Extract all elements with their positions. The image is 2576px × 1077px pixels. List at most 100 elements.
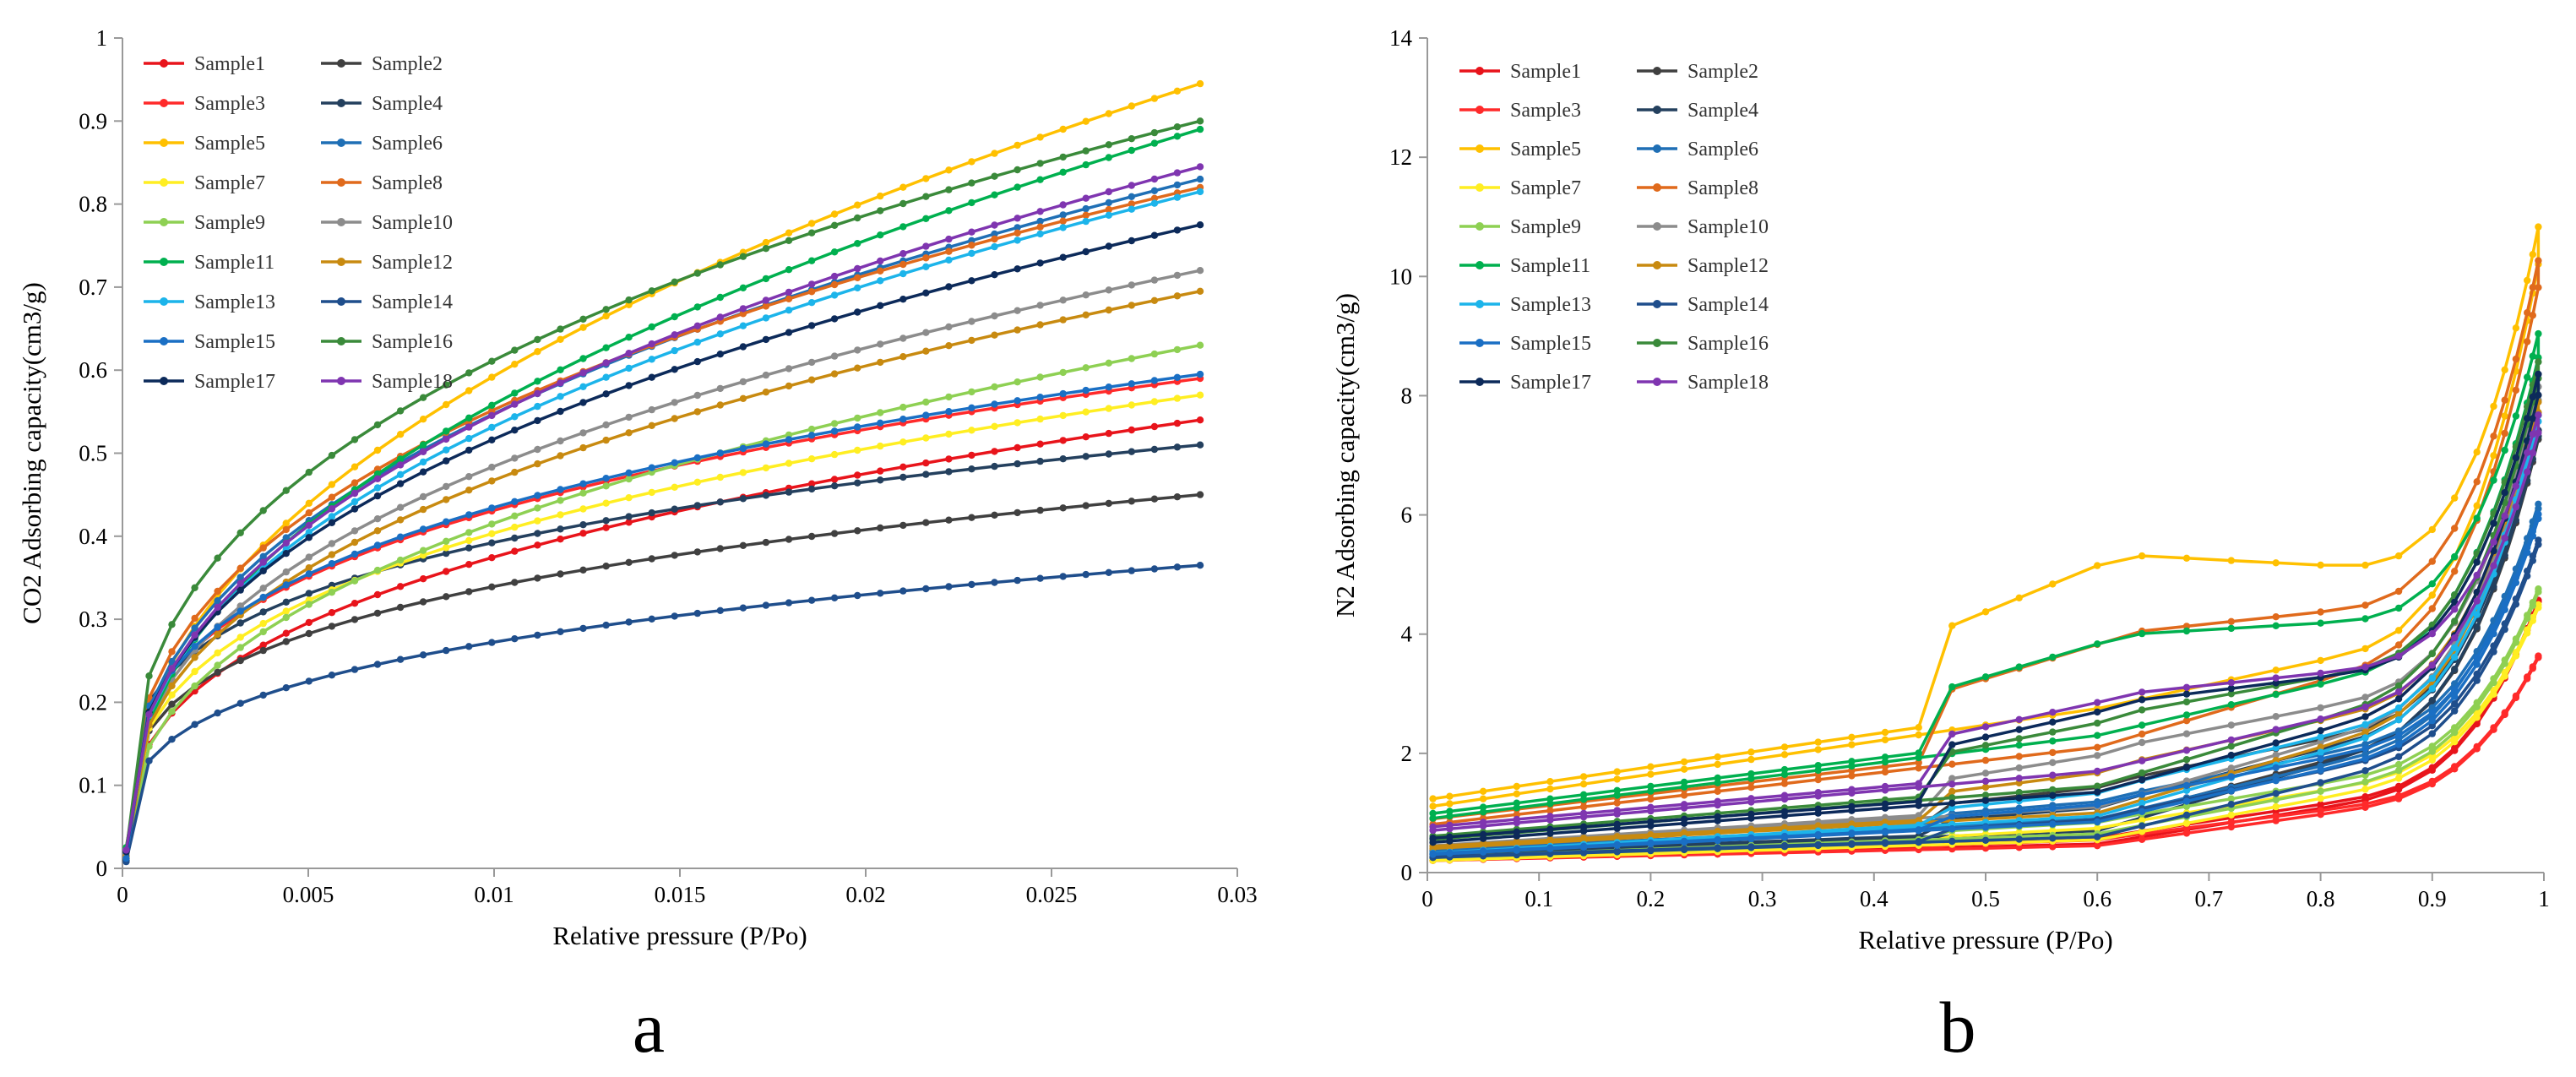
data-point xyxy=(2524,373,2531,381)
data-point xyxy=(991,422,998,430)
data-point xyxy=(282,607,290,615)
x-tick-label: 0.6 xyxy=(2083,886,2111,911)
data-point xyxy=(2394,682,2403,690)
data-point xyxy=(2451,606,2459,613)
data-point xyxy=(739,322,747,329)
data-point xyxy=(488,639,496,646)
x-tick-label: 0.03 xyxy=(1217,882,1257,907)
data-point xyxy=(739,253,747,260)
data-point xyxy=(991,448,998,455)
data-point xyxy=(1613,840,1621,848)
data-point xyxy=(1059,504,1067,512)
data-point xyxy=(2428,661,2436,669)
legend-entry: Sample6 xyxy=(321,133,443,155)
data-point xyxy=(396,407,405,415)
series-line-sample10 xyxy=(124,269,1201,857)
data-point xyxy=(2524,567,2531,575)
data-point xyxy=(968,514,976,521)
y-tick-label: 0.8 xyxy=(79,192,107,217)
data-point xyxy=(830,594,839,601)
data-point xyxy=(1196,416,1204,424)
data-point xyxy=(2428,685,2436,693)
data-point xyxy=(534,631,541,639)
data-point xyxy=(1082,433,1090,441)
data-point xyxy=(1981,673,1990,681)
data-point xyxy=(2182,747,2191,754)
data-point xyxy=(2094,767,2101,775)
data-point xyxy=(693,502,701,509)
data-point xyxy=(2227,736,2235,744)
data-point xyxy=(488,373,496,381)
data-point xyxy=(2473,670,2481,678)
data-point xyxy=(2512,574,2520,581)
data-point xyxy=(2138,835,2146,843)
data-point xyxy=(1059,411,1067,420)
data-point xyxy=(465,369,473,377)
data-point xyxy=(899,587,907,595)
series-line-sample2 xyxy=(124,492,1201,861)
data-point xyxy=(351,498,359,506)
data-point xyxy=(2490,583,2497,590)
data-point xyxy=(2182,764,2191,771)
data-point xyxy=(739,284,747,291)
data-point xyxy=(2182,683,2191,691)
data-point xyxy=(2451,744,2459,752)
data-point xyxy=(1196,491,1204,498)
data-point xyxy=(259,619,267,628)
data-point xyxy=(328,551,336,558)
data-point xyxy=(1082,364,1090,372)
data-point xyxy=(145,710,153,718)
data-point xyxy=(1173,133,1182,140)
data-point xyxy=(2529,613,2536,622)
data-point xyxy=(2361,721,2369,728)
data-point xyxy=(1546,844,1554,851)
data-point xyxy=(557,570,564,578)
data-point xyxy=(739,305,747,313)
data-point xyxy=(465,434,473,443)
data-point xyxy=(2138,629,2146,638)
data-point xyxy=(968,318,976,325)
data-point xyxy=(648,340,655,348)
data-point xyxy=(1014,378,1021,386)
legend-entry: Sample10 xyxy=(1637,216,1769,238)
data-point xyxy=(1196,441,1204,449)
data-point xyxy=(282,613,290,622)
data-point xyxy=(419,458,427,466)
data-point xyxy=(854,264,861,273)
data-point xyxy=(1915,838,1922,846)
data-point xyxy=(1546,785,1554,793)
data-point xyxy=(1680,758,1688,766)
data-point xyxy=(1082,194,1090,202)
data-point xyxy=(191,631,198,639)
data-point xyxy=(2451,525,2459,532)
legend-entry: Sample16 xyxy=(1637,333,1769,355)
data-point xyxy=(2501,656,2508,664)
data-point xyxy=(830,352,839,360)
data-point xyxy=(2049,709,2057,716)
data-point xyxy=(557,325,564,333)
data-point xyxy=(511,547,519,555)
data-point xyxy=(854,214,861,222)
data-point xyxy=(2394,552,2403,560)
data-point xyxy=(1814,762,1822,770)
data-point xyxy=(282,525,290,534)
data-point xyxy=(602,344,610,351)
data-point xyxy=(1814,822,1822,830)
series-line-sample1 xyxy=(124,418,1201,859)
data-point xyxy=(1948,825,1956,833)
data-point xyxy=(328,609,336,617)
data-point xyxy=(2015,822,2023,830)
data-point xyxy=(557,536,564,543)
data-point xyxy=(1059,368,1067,377)
data-point xyxy=(488,463,496,471)
data-point xyxy=(1680,837,1688,846)
data-point xyxy=(716,261,724,269)
data-point xyxy=(854,471,861,479)
data-point xyxy=(2272,813,2280,820)
data-point xyxy=(716,313,724,321)
data-point xyxy=(2272,622,2280,629)
data-point xyxy=(443,381,450,389)
data-point xyxy=(1680,815,1688,823)
data-point xyxy=(1128,205,1136,213)
data-point xyxy=(1479,819,1487,826)
